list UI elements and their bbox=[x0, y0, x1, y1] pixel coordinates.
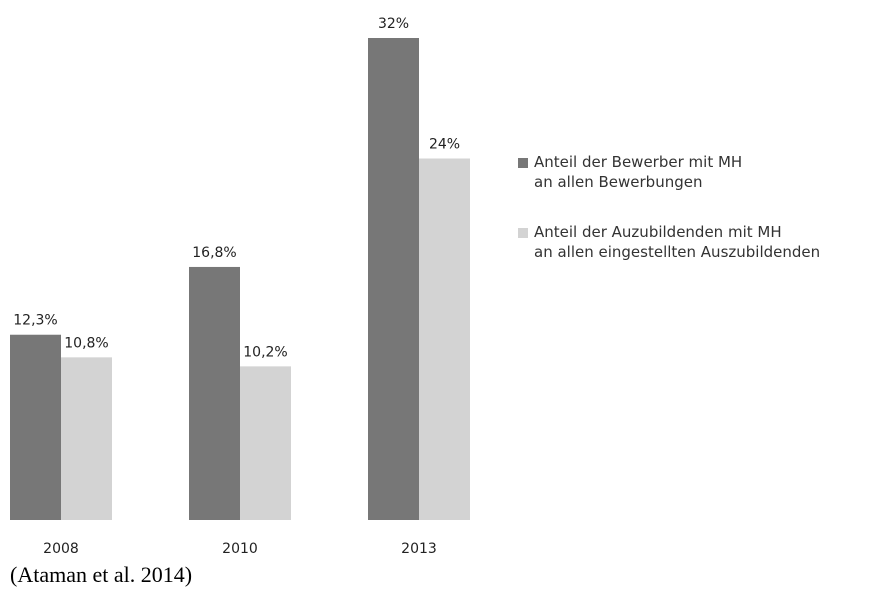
chart: 12,3% 10,8% 2008 16,8% 10,2% 2010 32% 24% 2013 bbox=[10, 16, 470, 557]
legend-swatch bbox=[518, 158, 528, 168]
value-label: 24% bbox=[429, 137, 460, 153]
legend-entry: Anteil der Auzubildenden mit MH an allen… bbox=[518, 222, 878, 262]
caption: (Ataman et al. 2014) bbox=[10, 562, 193, 587]
x-tick-label: 2013 bbox=[401, 541, 437, 557]
bar bbox=[61, 357, 112, 520]
bar bbox=[240, 366, 291, 520]
value-label: 10,8% bbox=[64, 335, 108, 351]
legend-label: Anteil der Bewerber mit MH an allen Bewe… bbox=[534, 153, 743, 191]
bar bbox=[419, 158, 470, 520]
value-label: 32% bbox=[378, 16, 409, 32]
value-label: 16,8% bbox=[192, 245, 236, 261]
x-tick-label: 2010 bbox=[222, 541, 258, 557]
legend: Anteil der Bewerber mit MH an allen Bewe… bbox=[518, 152, 878, 292]
legend-entry: Anteil der Bewerber mit MH an allen Bewe… bbox=[518, 152, 878, 192]
legend-label: Anteil der Auzubildenden mit MH an allen… bbox=[534, 223, 821, 261]
x-tick-label: 2008 bbox=[43, 541, 79, 557]
legend-swatch bbox=[518, 228, 528, 238]
value-label: 12,3% bbox=[13, 313, 57, 329]
bar bbox=[10, 334, 61, 520]
bar bbox=[368, 38, 419, 520]
value-label: 10,2% bbox=[243, 344, 287, 360]
bar bbox=[189, 266, 240, 520]
